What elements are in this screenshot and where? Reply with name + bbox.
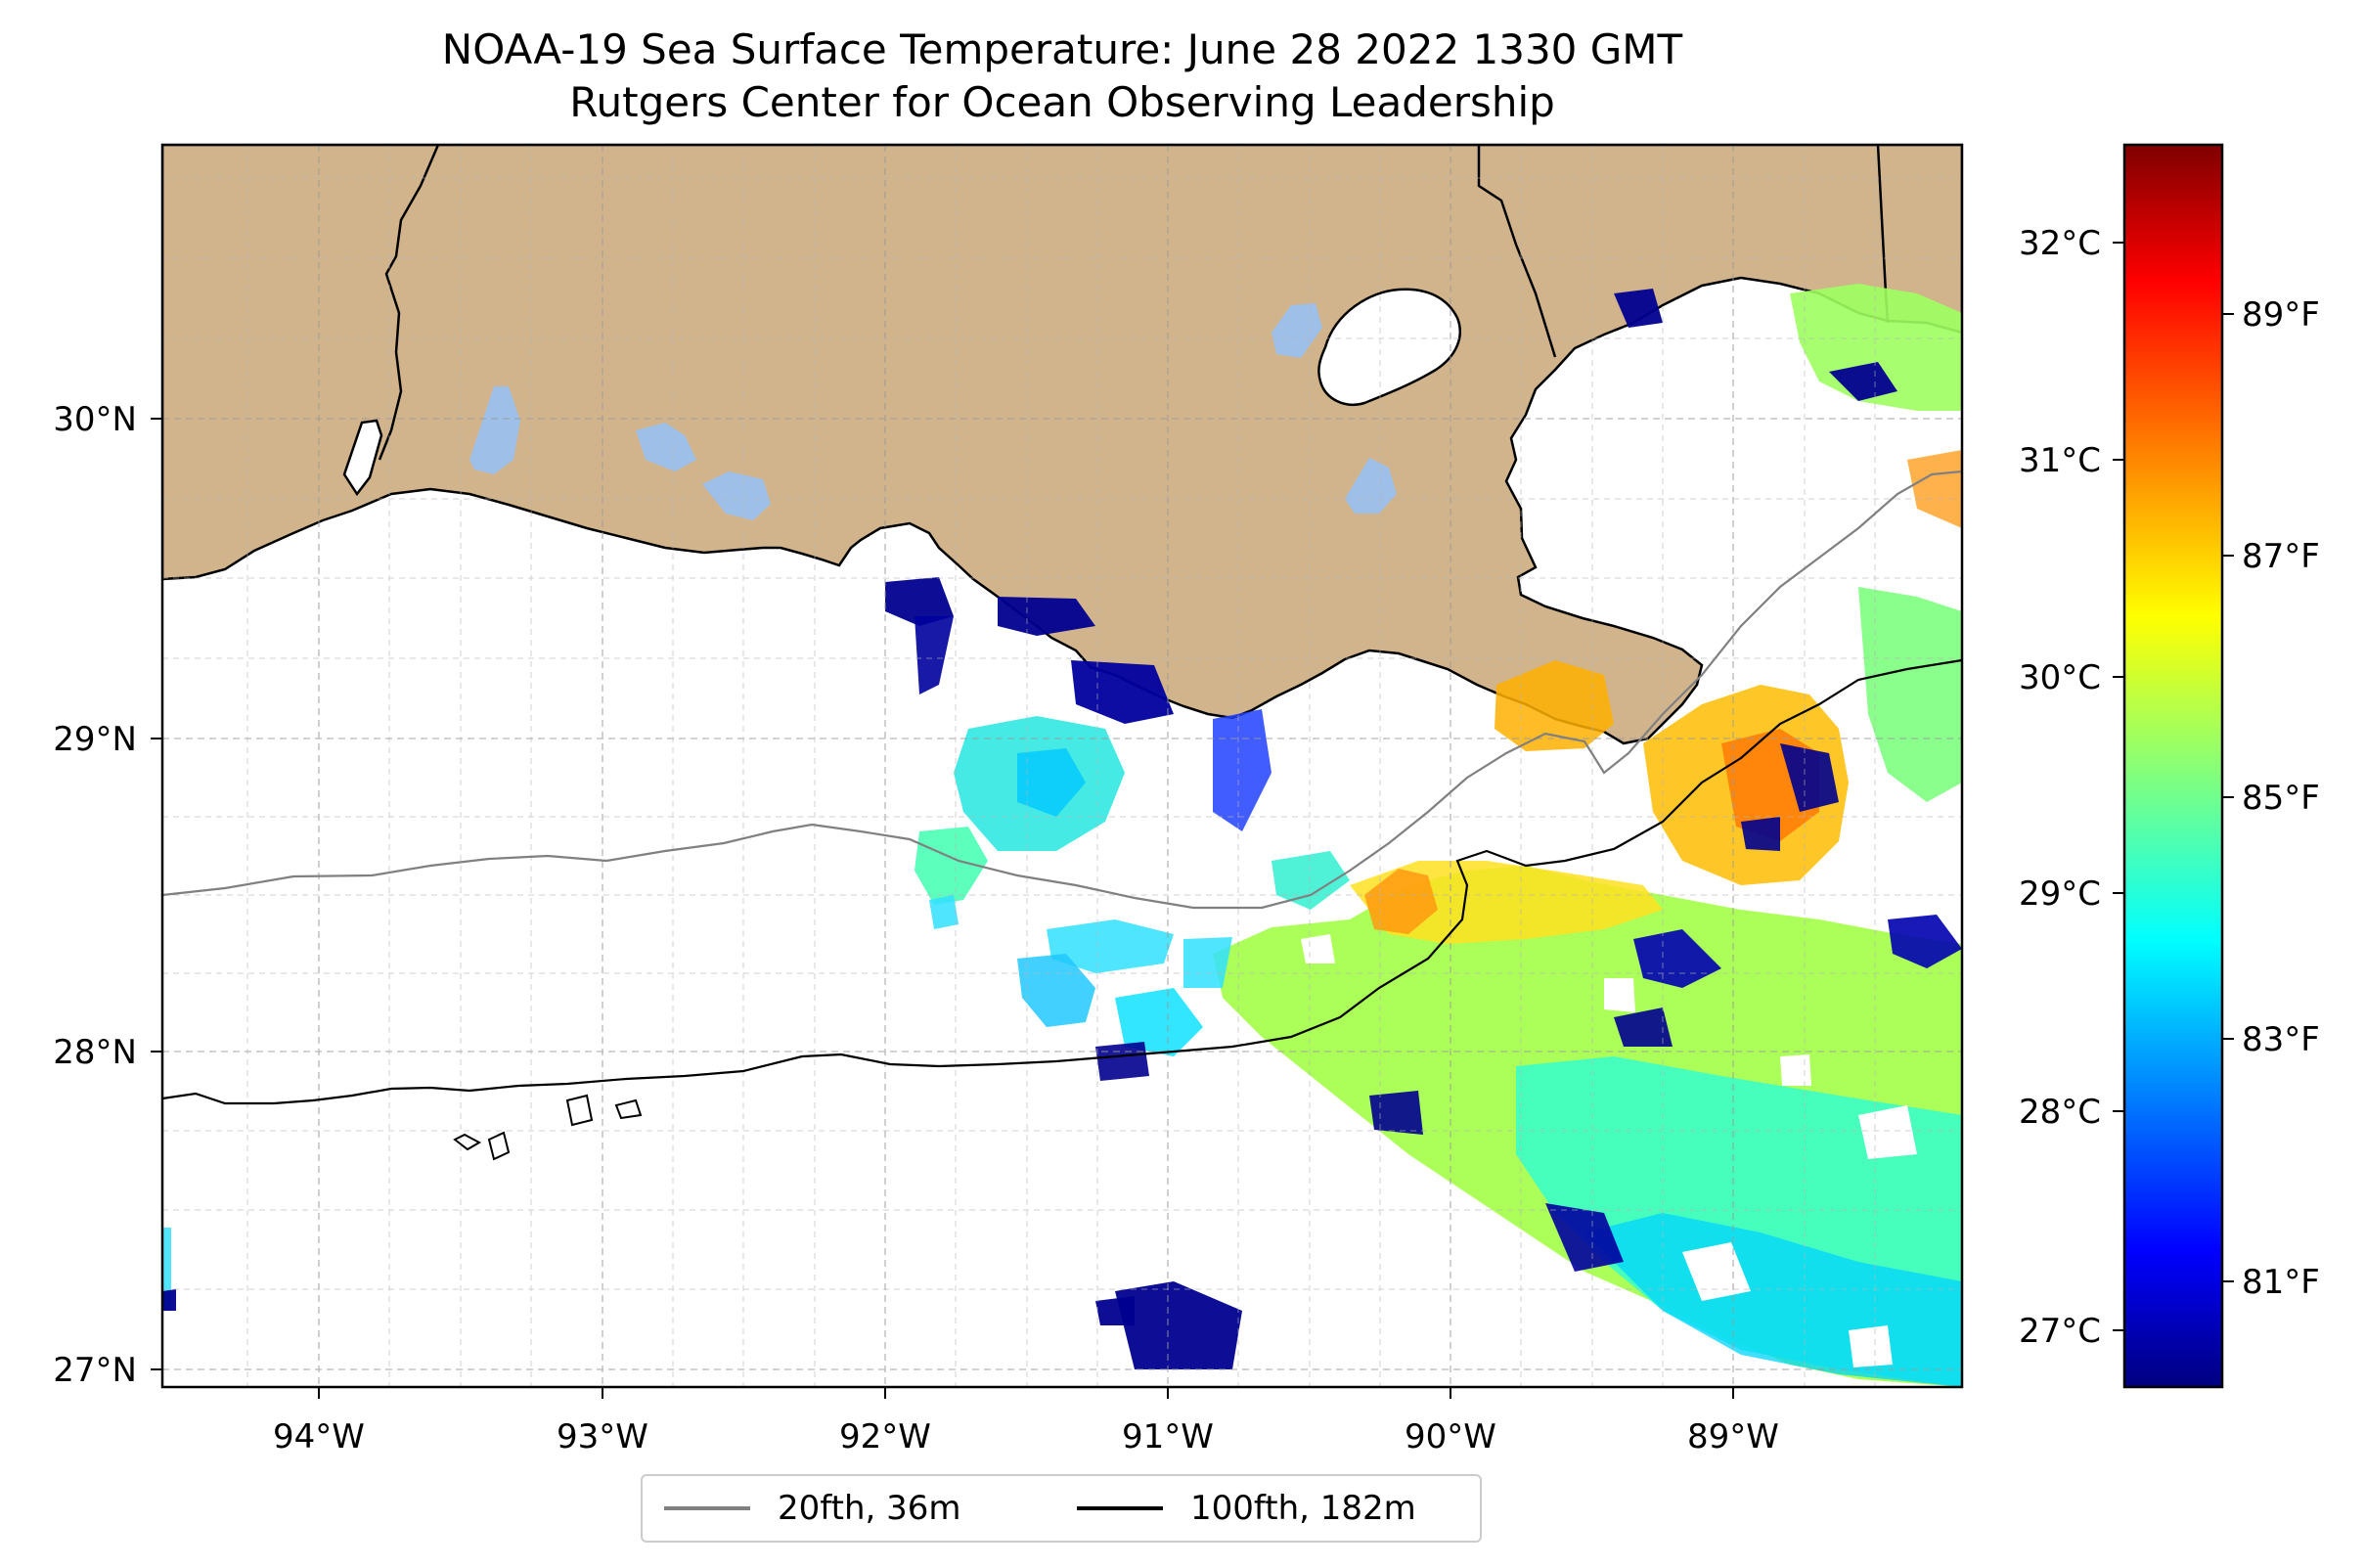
x-tick-label: 91°W bbox=[1122, 1417, 1214, 1456]
colorbar-celsius-label: 28°C bbox=[2019, 1093, 2101, 1132]
inland-lake bbox=[1345, 458, 1397, 514]
isobath-100fth bbox=[162, 658, 1962, 1105]
legend-item-20fth: 20fth, 36m bbox=[664, 1476, 961, 1541]
y-tick-label: 29°N bbox=[53, 720, 137, 759]
colorbar-celsius-label: 29°C bbox=[2019, 874, 2101, 914]
isobath-20fth bbox=[162, 470, 1962, 910]
y-ticks bbox=[151, 418, 162, 1370]
graticule bbox=[162, 145, 1962, 1387]
colorbar-fahrenheit-label: 87°F bbox=[2242, 537, 2320, 576]
map-frame bbox=[160, 143, 1964, 1389]
calcasieu-lake bbox=[342, 419, 383, 497]
land-area bbox=[162, 145, 1962, 745]
colorbar-celsius-label: 31°C bbox=[2019, 441, 2101, 480]
colorbar-celsius-label: 30°C bbox=[2019, 658, 2101, 697]
colorbar-celsius-label: 27°C bbox=[2019, 1312, 2101, 1351]
x-tick-label: 94°W bbox=[273, 1417, 365, 1456]
x-tick-label: 93°W bbox=[557, 1417, 648, 1456]
colorbar-fahrenheit-label: 89°F bbox=[2242, 295, 2320, 335]
x-tick-label: 90°W bbox=[1405, 1417, 1496, 1456]
colorbar-fahrenheit-label: 81°F bbox=[2242, 1263, 2320, 1302]
x-tick-label: 89°W bbox=[1687, 1417, 1779, 1456]
legend-swatch-gray bbox=[664, 1506, 750, 1510]
colorbar-fahrenheit-label: 83°F bbox=[2242, 1020, 2320, 1059]
x-ticks bbox=[318, 1387, 1734, 1399]
lake-pontchartrain bbox=[1317, 288, 1462, 406]
inland-lake bbox=[702, 471, 771, 520]
minor-graticule bbox=[162, 145, 1962, 1387]
colorbar-celsius-label: 32°C bbox=[2019, 224, 2101, 263]
colorbar bbox=[2122, 143, 2224, 1389]
colorbar-ticks bbox=[2113, 242, 2234, 1331]
inland-lake bbox=[636, 423, 696, 471]
colorbar-fahrenheit-label: 85°F bbox=[2242, 779, 2320, 818]
legend-item-100fth: 100fth, 182m bbox=[1077, 1476, 1416, 1541]
inland-lake bbox=[469, 386, 520, 474]
state-border bbox=[378, 145, 440, 461]
map-subtitle: Rutgers Center for Ocean Observing Leade… bbox=[569, 78, 1555, 126]
legend-label: 20fth, 36m bbox=[778, 1489, 961, 1528]
legend-label: 100fth, 182m bbox=[1190, 1489, 1416, 1528]
legend: 20fth, 36m 100fth, 182m bbox=[641, 1474, 1482, 1543]
y-tick-label: 27°N bbox=[53, 1351, 137, 1390]
map-title: NOAA-19 Sea Surface Temperature: June 28… bbox=[441, 25, 1683, 73]
x-tick-label: 92°W bbox=[839, 1417, 931, 1456]
legend-swatch-black bbox=[1077, 1506, 1163, 1510]
state-border bbox=[1477, 145, 1557, 358]
y-tick-label: 30°N bbox=[53, 400, 137, 439]
y-tick-label: 28°N bbox=[53, 1033, 137, 1072]
